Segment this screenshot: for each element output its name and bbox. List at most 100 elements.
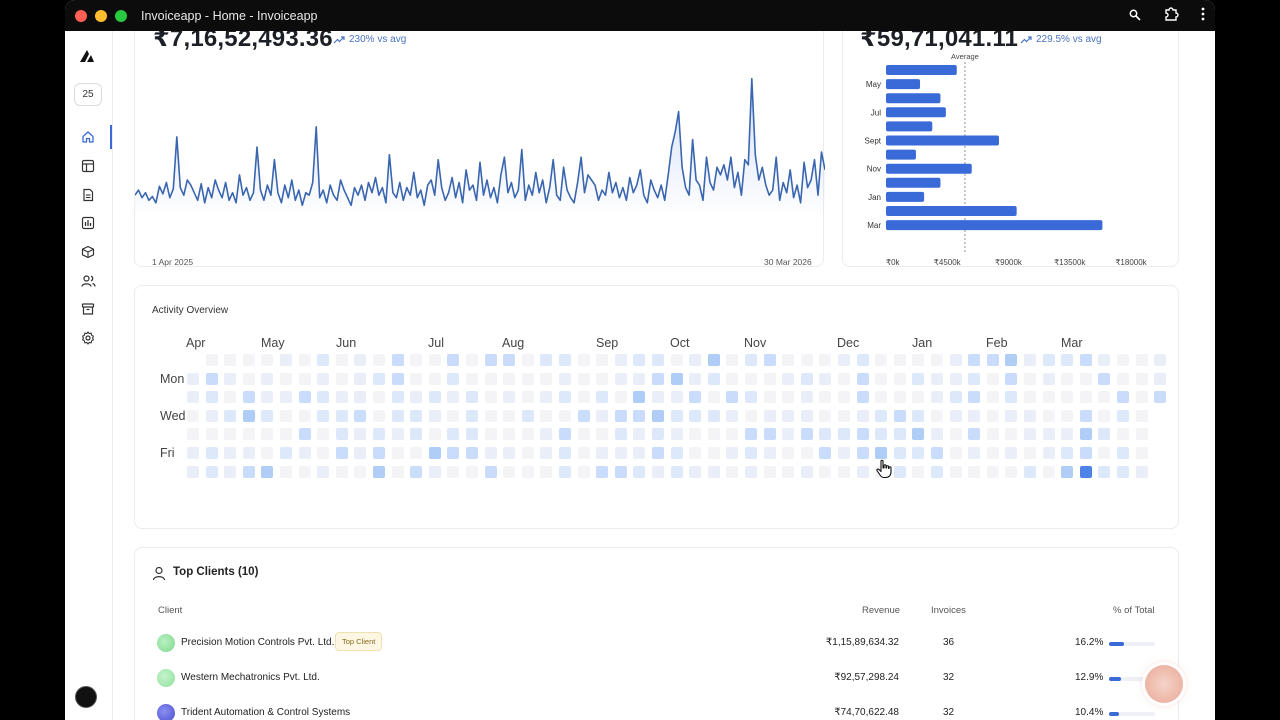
count-badge[interactable]: 25	[74, 83, 102, 106]
activity-day-cell[interactable]	[205, 391, 218, 404]
activity-day-cell[interactable]	[819, 465, 832, 478]
activity-day-cell[interactable]	[205, 428, 218, 441]
activity-day-cell[interactable]	[707, 465, 720, 478]
activity-day-cell[interactable]	[652, 391, 664, 404]
activity-day-cell[interactable]	[280, 465, 292, 478]
activity-day-cell[interactable]	[707, 447, 720, 459]
activity-day-cell[interactable]	[670, 354, 683, 366]
activity-day-cell[interactable]	[1117, 465, 1129, 478]
activity-day-cell[interactable]	[540, 447, 553, 459]
activity-day-cell[interactable]	[428, 447, 441, 459]
activity-day-cell[interactable]	[1042, 465, 1055, 478]
activity-day-cell[interactable]	[373, 391, 385, 404]
activity-day-cell[interactable]	[503, 391, 516, 404]
activity-day-cell[interactable]	[1135, 465, 1148, 478]
activity-day-cell[interactable]	[298, 447, 311, 459]
bar-aug[interactable]	[886, 121, 933, 132]
activity-day-cell[interactable]	[224, 372, 237, 385]
activity-day-cell[interactable]	[447, 465, 460, 478]
activity-day-cell[interactable]	[800, 354, 813, 366]
activity-day-cell[interactable]	[1098, 409, 1111, 422]
activity-day-cell[interactable]	[1061, 447, 1074, 459]
activity-day-cell[interactable]	[986, 428, 999, 441]
activity-day-cell[interactable]	[1135, 447, 1148, 459]
activity-day-cell[interactable]	[1024, 372, 1036, 385]
activity-day-cell[interactable]	[689, 391, 702, 404]
activity-day-cell[interactable]	[335, 447, 348, 459]
activity-day-cell[interactable]	[391, 428, 404, 441]
activity-day-cell[interactable]	[745, 409, 757, 422]
activity-day-cell[interactable]	[428, 409, 441, 422]
activity-day-cell[interactable]	[986, 447, 999, 459]
activity-day-cell[interactable]	[540, 354, 553, 366]
activity-day-cell[interactable]	[763, 391, 776, 404]
bar-dec[interactable]	[886, 177, 941, 188]
activity-day-cell[interactable]	[689, 409, 702, 422]
activity-day-cell[interactable]	[317, 391, 330, 404]
activity-day-cell[interactable]	[782, 372, 795, 385]
activity-day-cell[interactable]	[428, 372, 441, 385]
activity-day-cell[interactable]	[577, 465, 590, 478]
activity-day-cell[interactable]	[410, 391, 423, 404]
activity-day-cell[interactable]	[335, 465, 348, 478]
activity-day-cell[interactable]	[447, 372, 460, 385]
activity-day-cell[interactable]	[893, 372, 906, 385]
activity-day-cell[interactable]	[875, 409, 888, 422]
activity-day-cell[interactable]	[224, 428, 237, 441]
activity-day-cell[interactable]	[856, 372, 869, 385]
activity-day-cell[interactable]	[949, 447, 962, 459]
activity-day-cell[interactable]	[484, 372, 497, 385]
activity-day-cell[interactable]	[261, 409, 274, 422]
activity-day-cell[interactable]	[1079, 391, 1092, 404]
activity-day-cell[interactable]	[819, 391, 832, 404]
activity-day-cell[interactable]	[317, 447, 330, 459]
activity-day-cell[interactable]	[503, 354, 516, 366]
activity-day-cell[interactable]	[354, 409, 367, 422]
activity-day-cell[interactable]	[242, 465, 255, 478]
activity-day-cell[interactable]	[1154, 391, 1167, 404]
activity-day-cell[interactable]	[838, 391, 850, 404]
activity-day-cell[interactable]	[187, 428, 199, 441]
activity-day-cell[interactable]	[373, 354, 385, 366]
activity-day-cell[interactable]	[763, 409, 776, 422]
activity-day-cell[interactable]	[1135, 391, 1148, 404]
activity-day-cell[interactable]	[670, 409, 683, 422]
activity-day-cell[interactable]	[986, 391, 999, 404]
activity-day-cell[interactable]	[800, 428, 813, 441]
activity-day-cell[interactable]	[596, 409, 609, 422]
activity-day-cell[interactable]	[317, 428, 330, 441]
activity-day-cell[interactable]	[335, 409, 348, 422]
activity-day-cell[interactable]	[633, 409, 646, 422]
activity-day-cell[interactable]	[800, 372, 813, 385]
activity-day-cell[interactable]	[540, 391, 553, 404]
activity-day-cell[interactable]	[1079, 372, 1092, 385]
activity-day-cell[interactable]	[652, 428, 664, 441]
activity-day-cell[interactable]	[707, 372, 720, 385]
activity-day-cell[interactable]	[1154, 372, 1167, 385]
activity-day-cell[interactable]	[596, 465, 609, 478]
activity-day-cell[interactable]	[410, 447, 423, 459]
activity-day-cell[interactable]	[893, 447, 906, 459]
activity-day-cell[interactable]	[373, 372, 385, 385]
activity-day-cell[interactable]	[503, 447, 516, 459]
activity-day-cell[interactable]	[912, 428, 925, 441]
activity-day-cell[interactable]	[391, 391, 404, 404]
activity-day-cell[interactable]	[652, 409, 664, 422]
more-menu-icon[interactable]	[1201, 7, 1205, 24]
activity-day-cell[interactable]	[726, 428, 739, 441]
activity-day-cell[interactable]	[1042, 447, 1055, 459]
activity-day-cell[interactable]	[875, 447, 888, 459]
activity-day-cell[interactable]	[577, 447, 590, 459]
activity-day-cell[interactable]	[1117, 372, 1129, 385]
activity-day-cell[interactable]	[596, 391, 609, 404]
activity-day-cell[interactable]	[633, 465, 646, 478]
activity-day-cell[interactable]	[726, 409, 739, 422]
activity-day-cell[interactable]	[856, 354, 869, 366]
activity-day-cell[interactable]	[521, 428, 534, 441]
activity-day-cell[interactable]	[614, 391, 627, 404]
activity-day-cell[interactable]	[1117, 447, 1129, 459]
activity-day-cell[interactable]	[931, 354, 943, 366]
activity-day-cell[interactable]	[633, 428, 646, 441]
table-row[interactable]: Western Mechatronics Pvt. Ltd. ₹92,57,29…	[135, 661, 1179, 696]
activity-day-cell[interactable]	[373, 428, 385, 441]
